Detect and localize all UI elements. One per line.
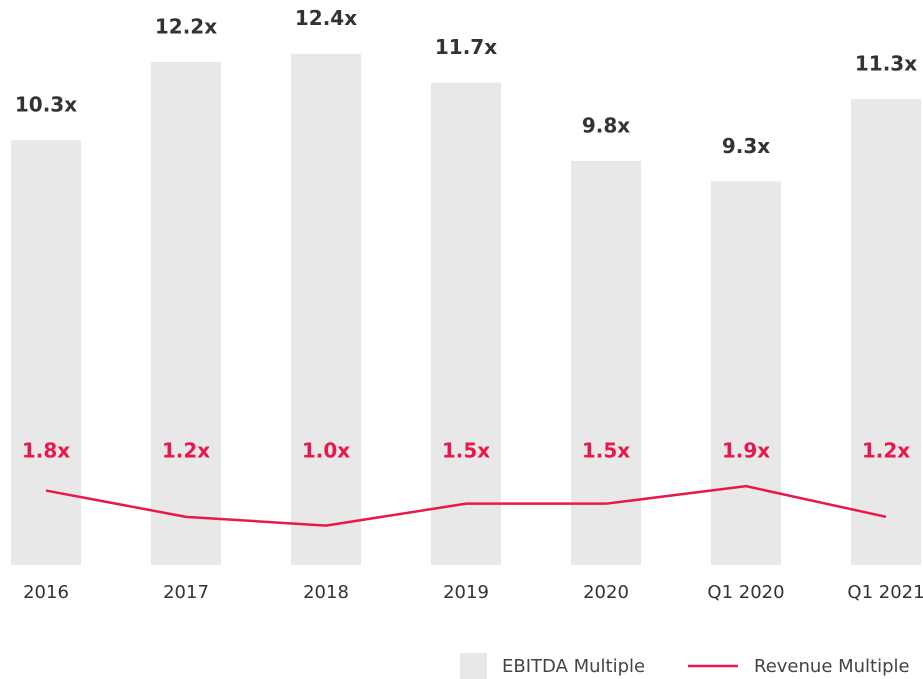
bar-value-label: 9.3x (722, 134, 770, 158)
line (45, 484, 887, 527)
legend-label: EBITDA Multiple (502, 656, 645, 677)
x-tick-label: 2019 (443, 582, 489, 603)
bar (151, 61, 221, 565)
bar-value-label: 11.7x (435, 35, 497, 59)
bar (711, 181, 781, 566)
line-value-label: 1.2x (862, 439, 910, 463)
line-value-label: 1.2x (162, 439, 210, 463)
line-value-label: 1.5x (582, 439, 630, 463)
legend-label: Revenue Multiple (754, 656, 910, 677)
x-tick-label: Q1 2021 (847, 582, 923, 603)
x-tick-label: Q1 2020 (707, 582, 784, 603)
line-value-label: 1.9x (722, 439, 770, 463)
bar-value-label: 9.8x (582, 113, 630, 137)
x-tick-label: 2018 (303, 582, 349, 603)
bar-value-label: 11.3x (855, 51, 917, 75)
bar (291, 53, 361, 566)
bar-value-label: 12.2x (155, 14, 217, 38)
x-tick-label: 2016 (23, 582, 69, 603)
line-value-label: 1.0x (302, 439, 350, 463)
bar-value-label: 10.3x (15, 93, 77, 117)
bar (851, 98, 921, 566)
legend-swatch (460, 653, 487, 679)
bar-value-label: 12.4x (295, 6, 357, 30)
line-value-label: 1.8x (22, 439, 70, 463)
bar (11, 140, 81, 565)
bar (431, 82, 501, 565)
line-value-label: 1.5x (442, 439, 490, 463)
bar (571, 160, 641, 565)
x-tick-label: 2017 (163, 582, 209, 603)
x-tick-label: 2020 (583, 582, 629, 603)
